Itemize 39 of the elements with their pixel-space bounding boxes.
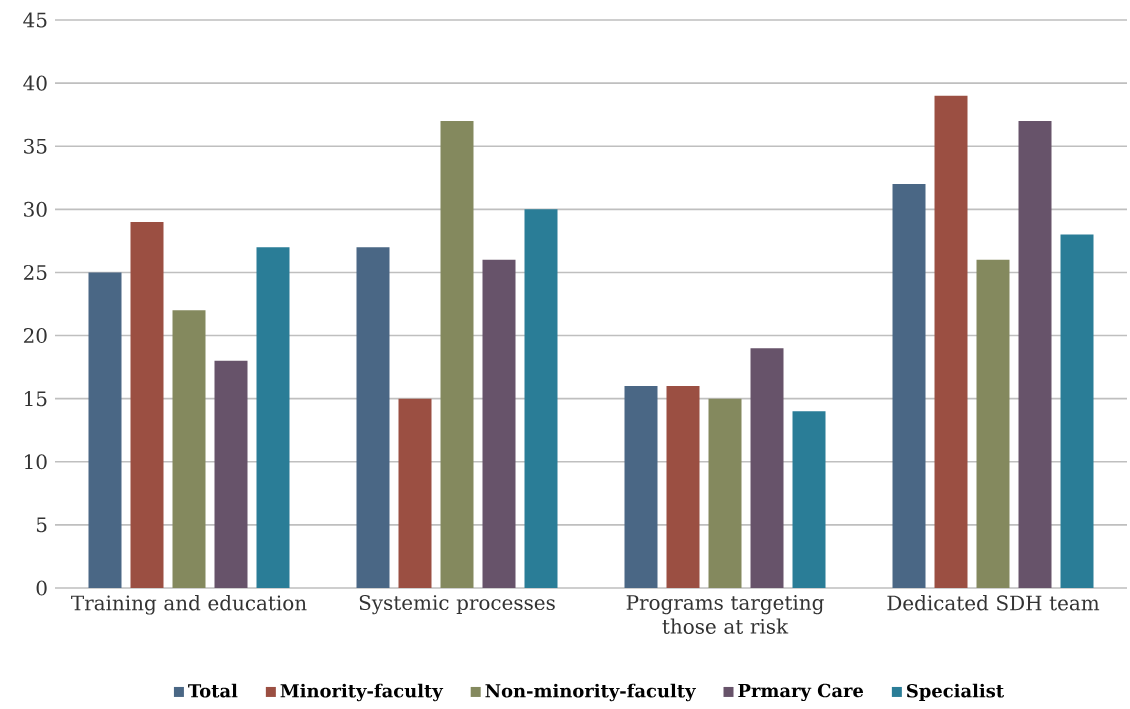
bar (88, 272, 122, 588)
x-tick-label: Training and education (71, 595, 307, 615)
legend-label: Specialist (907, 683, 1004, 701)
y-tick-label: 25 (23, 264, 47, 280)
legend-label: Total (188, 683, 238, 698)
y-tick-label: 10 (25, 454, 47, 470)
bar (256, 247, 290, 588)
y-tick-label: 5 (36, 517, 47, 533)
y-tick-label: 15 (25, 391, 47, 407)
x-tick-label: Dedicated SDH team (887, 595, 1100, 611)
bar (440, 120, 474, 588)
y-tick-label: 35 (24, 138, 47, 154)
bar (398, 398, 432, 588)
legend-label: Minority-faculty (280, 683, 444, 702)
bar (130, 221, 164, 588)
y-tick-label: 40 (23, 75, 47, 91)
bar (976, 259, 1010, 588)
bar (792, 411, 826, 588)
bar (356, 247, 390, 588)
bar (172, 310, 206, 588)
legend-label: Non-minority-faculty (485, 683, 696, 702)
bar (892, 184, 926, 588)
y-tick-label: 30 (24, 201, 47, 217)
x-tick-label: Systemic processes (359, 595, 555, 615)
bar (750, 348, 784, 588)
legend-label: Prmary Care (738, 683, 864, 702)
y-tick-label: 0 (36, 580, 47, 596)
bar (934, 95, 968, 588)
bar (524, 209, 558, 588)
bar (666, 386, 700, 588)
bar (624, 386, 658, 588)
y-tick-label: 20 (23, 328, 47, 344)
x-tick-label: Programs targeting those at risk (626, 595, 824, 634)
y-tick-label: 45 (23, 12, 47, 28)
bar (1018, 120, 1052, 588)
bar (708, 398, 742, 588)
bar (214, 360, 248, 588)
bar (482, 259, 516, 588)
bar (1060, 234, 1094, 588)
